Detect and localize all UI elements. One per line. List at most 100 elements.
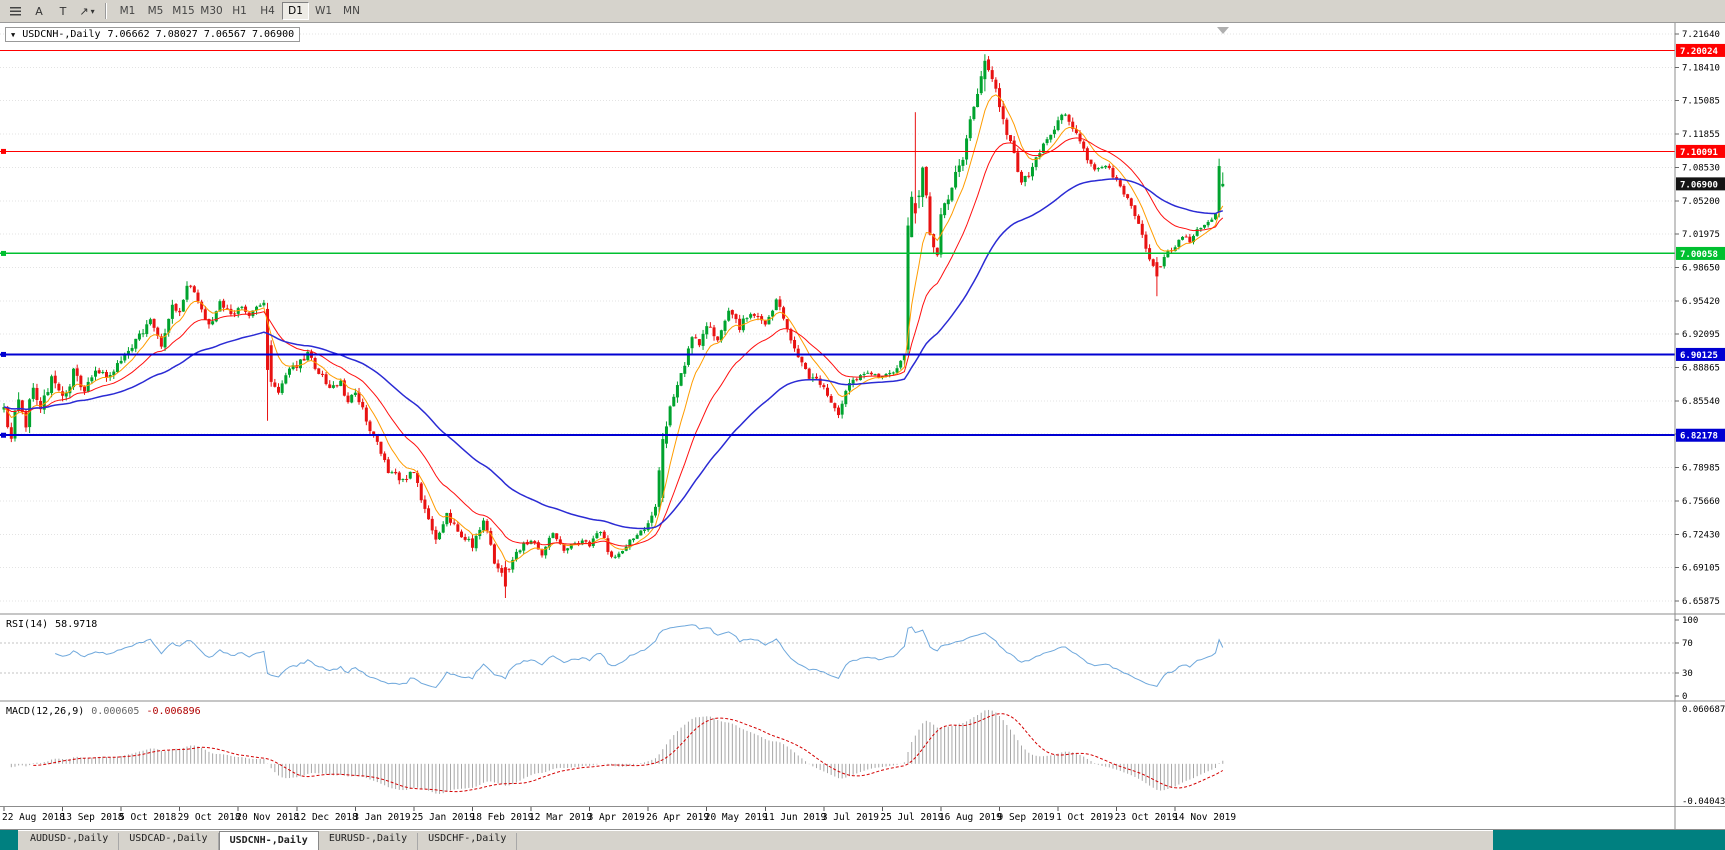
macd-signal-value: -0.006896 xyxy=(146,706,201,717)
date-label: 26 Apr 2019 xyxy=(646,812,709,823)
svg-text:7.00058: 7.00058 xyxy=(1680,250,1718,260)
chart-surface[interactable] xyxy=(0,23,1725,830)
rsi-indicator-label: RSI(14) 58.9718 xyxy=(6,619,97,630)
date-label: 9 Sep 2019 xyxy=(998,812,1055,823)
chart-shift-marker-icon[interactable] xyxy=(1217,27,1229,34)
date-label: 14 Nov 2019 xyxy=(1173,812,1236,823)
timeframe-button-M15[interactable]: M15 xyxy=(172,5,195,17)
chart-tab-usdchf[interactable]: USDCHF-,Daily xyxy=(418,833,518,850)
price-tag-7.20024: 7.20024 xyxy=(1676,43,1725,57)
line-studies-icon[interactable]: ↗ ▾ xyxy=(79,4,95,18)
svg-text:6.82178: 6.82178 xyxy=(1680,432,1718,442)
macd-indicator-label: MACD(12,26,9) 0.000605 -0.006896 xyxy=(6,706,201,717)
rsi-level-label: 0 xyxy=(1682,692,1687,702)
price-axis-label: 7.21640 xyxy=(1682,30,1720,40)
price-axis-label: 6.88865 xyxy=(1682,364,1720,374)
chart-tabstrip: AUDUSD-,Daily USDCAD-,Daily USDCNH-,Daily E… xyxy=(18,830,1493,850)
toolbar: A T ↗ ▾ M1 M5 M15 M30 H1 H4 D1 W1 MN xyxy=(0,0,1725,23)
timeframe-button-H4[interactable]: H4 xyxy=(260,5,275,17)
price-axis-label: 6.98650 xyxy=(1682,263,1720,273)
rsi-level-label: 30 xyxy=(1682,669,1693,679)
date-label: 3 Apr 2019 xyxy=(588,812,645,823)
price-axis-label: 6.78985 xyxy=(1682,464,1720,474)
price-tag-6.90125: 6.90125 xyxy=(1676,347,1725,361)
svg-text:7.10091: 7.10091 xyxy=(1680,148,1718,158)
price-axis-label: 6.85540 xyxy=(1682,397,1720,407)
price-axis-label: 6.95420 xyxy=(1682,297,1720,307)
timeframe-button-M1[interactable]: M1 xyxy=(119,5,136,17)
macd-axis-max: 0.060687 xyxy=(1682,705,1725,715)
price-tag-7.10091: 7.10091 xyxy=(1676,144,1725,158)
price-axis-label: 7.01975 xyxy=(1682,230,1720,240)
chart-title-box[interactable]: ▼ USDCNH-,Daily 7.06662 7.08027 7.06567 … xyxy=(5,27,301,42)
date-label: 16 Aug 2019 xyxy=(939,812,1002,823)
chart-symbol-period: USDCNH-,Daily xyxy=(22,29,101,40)
rsi-line xyxy=(55,624,1224,689)
chevron-down-icon: ▾ xyxy=(90,6,95,16)
price-axis-label: 6.72430 xyxy=(1682,530,1720,540)
svg-text:6.90125: 6.90125 xyxy=(1680,351,1718,361)
price-axis-label: 6.65875 xyxy=(1682,597,1720,607)
chart-tab-usdcnh[interactable]: USDCNH-,Daily xyxy=(218,831,319,850)
chart-windows-bar: AUDUSD-,Daily USDCAD-,Daily USDCNH-,Daily E… xyxy=(0,830,1725,850)
rsi-name: RSI(14) xyxy=(6,619,49,630)
price-axis-label: 7.18410 xyxy=(1682,63,1720,73)
timeframe-button-M30[interactable]: M30 xyxy=(200,5,223,17)
svg-text:7.06900: 7.06900 xyxy=(1680,180,1718,190)
timeframe-button-H1[interactable]: H1 xyxy=(232,5,247,17)
timeframe-button-MN[interactable]: MN xyxy=(343,5,360,17)
hline-anchor-icon[interactable] xyxy=(1,432,6,438)
price-axis-label: 6.69105 xyxy=(1682,564,1720,574)
hline-anchor-icon[interactable] xyxy=(1,351,6,357)
date-label: 22 Aug 2018 xyxy=(2,812,65,823)
ma-slow-line[interactable] xyxy=(3,178,1223,530)
rsi-value: 58.9718 xyxy=(55,619,98,630)
price-axis-label: 7.08530 xyxy=(1682,163,1720,173)
price-axis-label: 6.75660 xyxy=(1682,497,1720,507)
date-label: 13 Sep 2018 xyxy=(61,812,124,823)
scroll-menu-icon xyxy=(9,6,21,16)
price-axis-label: 7.15085 xyxy=(1682,97,1720,107)
chart-tab-usdcad[interactable]: USDCAD-,Daily xyxy=(119,833,219,850)
date-label: 3 Jul 2019 xyxy=(822,812,879,823)
rsi-panel[interactable]: 100 70 30 0 xyxy=(0,616,1698,702)
chart-ohlc-values: 7.06662 7.08027 7.06567 7.06900 xyxy=(107,29,295,40)
collapse-icon[interactable]: ▼ xyxy=(11,30,16,39)
date-label: 20 May 2019 xyxy=(705,812,768,823)
price-tag-6.82178: 6.82178 xyxy=(1676,428,1725,442)
date-label: 5 Oct 2018 xyxy=(119,812,176,823)
toolbar-separator xyxy=(105,3,107,19)
scroll-menu-icon[interactable] xyxy=(4,2,26,20)
date-label: 25 Jul 2019 xyxy=(880,812,943,823)
macd-name: MACD(12,26,9) xyxy=(6,706,85,717)
timeframe-button-D1[interactable]: D1 xyxy=(282,2,309,20)
rsi-level-label: 70 xyxy=(1682,639,1693,649)
price-tag-7.06900: 7.06900 xyxy=(1676,177,1725,191)
timeframe-button-M5[interactable]: M5 xyxy=(147,5,164,17)
macd-main-value: 0.000605 xyxy=(91,706,140,717)
price-tag-7.00058: 7.00058 xyxy=(1676,246,1725,260)
cursor-mode-icon[interactable]: A xyxy=(35,4,43,18)
text-tool-icon[interactable]: T xyxy=(59,4,67,18)
date-label: 1 Oct 2019 xyxy=(1056,812,1113,823)
grid xyxy=(0,33,1675,602)
chart-tab-audusd[interactable]: AUDUSD-,Daily xyxy=(20,833,120,850)
date-label: 12 Mar 2019 xyxy=(529,812,592,823)
date-label: 23 Oct 2019 xyxy=(1115,812,1178,823)
ma-mid-line[interactable] xyxy=(3,137,1224,547)
date-label: 20 Nov 2018 xyxy=(236,812,299,823)
date-label: 18 Feb 2019 xyxy=(470,812,533,823)
hline-anchor-icon[interactable] xyxy=(1,148,6,154)
price-axis-label: 7.05200 xyxy=(1682,197,1720,207)
chart-tab-eurusd[interactable]: EURUSD-,Daily xyxy=(319,833,419,850)
date-label: 25 Jan 2019 xyxy=(412,812,475,823)
hline-anchor-icon[interactable] xyxy=(1,250,6,256)
timeframe-button-W1[interactable]: W1 xyxy=(314,5,333,17)
ma-fast-line[interactable] xyxy=(3,94,1224,563)
price-axis-label: 7.11855 xyxy=(1682,130,1720,140)
date-label: 11 Jun 2019 xyxy=(763,812,826,823)
